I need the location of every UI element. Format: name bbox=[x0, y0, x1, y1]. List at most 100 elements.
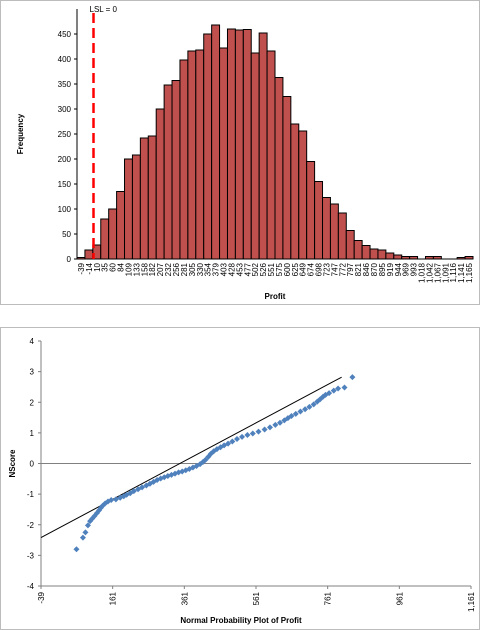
histogram-bar bbox=[322, 197, 331, 260]
scatter-point bbox=[284, 415, 291, 422]
scatter-point bbox=[310, 401, 317, 408]
histogram-bar bbox=[345, 230, 355, 260]
x-tick-label: 723 bbox=[322, 262, 331, 276]
x-tick-label: 256 bbox=[172, 262, 181, 276]
x-axis-title: Profit bbox=[265, 292, 286, 301]
y-tick-label: 2 bbox=[30, 398, 35, 407]
x-tick-label: 1,018 bbox=[418, 262, 427, 283]
x-tick-label: 428 bbox=[227, 262, 236, 276]
histogram-bar bbox=[195, 49, 205, 260]
scatter-point bbox=[127, 490, 134, 497]
y-tick-label: 0 bbox=[67, 255, 72, 264]
y-tick-label: 0 bbox=[30, 460, 35, 469]
scatter-point bbox=[82, 529, 89, 536]
scatter-point bbox=[93, 510, 100, 517]
x-tick-label: 1,165 bbox=[465, 262, 474, 283]
scatter-point bbox=[249, 430, 256, 437]
x-tick-label: 1,042 bbox=[425, 262, 434, 283]
x-tick-label: 797 bbox=[346, 262, 355, 276]
histogram-bar bbox=[187, 50, 197, 260]
lsl-label: LSL = 0 bbox=[90, 5, 118, 14]
scatter-point bbox=[302, 406, 309, 413]
x-tick-label: 526 bbox=[259, 262, 268, 276]
histogram-bar bbox=[306, 161, 316, 260]
scatter-point bbox=[272, 421, 279, 428]
y-axis-title: Frequency bbox=[16, 113, 25, 154]
x-tick-label: 961 bbox=[395, 591, 404, 605]
histogram-panel: 0 50 100 150 200 250 300 350 400 450 -39 -14 10 35 60… bbox=[0, 0, 480, 305]
scatter-point bbox=[292, 410, 299, 417]
x-tick-label: 207 bbox=[156, 262, 165, 276]
histogram-bar bbox=[84, 249, 94, 260]
histogram-bar bbox=[250, 52, 260, 260]
scatter-point bbox=[297, 408, 304, 415]
x-tick-label: -14 bbox=[85, 262, 94, 274]
scatter-point bbox=[182, 467, 189, 474]
scatter-point bbox=[197, 461, 204, 468]
histogram-bar bbox=[100, 218, 110, 260]
y-tick-label: -3 bbox=[27, 551, 35, 560]
y-tick-label: 300 bbox=[58, 105, 72, 114]
scatter-point bbox=[306, 403, 313, 410]
scatter-point bbox=[320, 393, 327, 400]
x-tick-label: 1,067 bbox=[433, 262, 442, 283]
x-tick-label: 1,091 bbox=[441, 262, 450, 283]
histogram-bar bbox=[211, 24, 221, 260]
x-tick-label: 551 bbox=[267, 262, 276, 276]
scatter-point bbox=[341, 384, 348, 391]
x-tick-label: 698 bbox=[315, 262, 324, 276]
x-tick-label: 761 bbox=[324, 591, 333, 605]
x-tick-label: 944 bbox=[394, 262, 403, 276]
histogram-bar bbox=[108, 208, 118, 260]
scatter-point bbox=[123, 491, 130, 498]
scatter-point bbox=[335, 385, 342, 392]
x-tick-label: 158 bbox=[140, 262, 149, 276]
x-tick-label: 453 bbox=[235, 262, 244, 276]
histogram-bar bbox=[219, 47, 228, 260]
histogram-bar bbox=[147, 135, 157, 260]
scatter-point bbox=[229, 438, 236, 445]
y-tick-label: 400 bbox=[58, 55, 72, 64]
histogram-bar bbox=[131, 154, 141, 260]
x-tick-label: 354 bbox=[204, 262, 213, 276]
x-tick-label: 895 bbox=[378, 262, 387, 276]
y-tick-label: -1 bbox=[27, 490, 35, 499]
x-tick-label: 600 bbox=[283, 262, 292, 276]
fit-line bbox=[40, 376, 342, 539]
normal-probability-panel: -4 -3 -2 -1 0 1 2 3 4 -39 161 361 561 761 961 1,161 NS… bbox=[0, 327, 480, 630]
histogram-bar bbox=[369, 248, 379, 260]
histogram-bar bbox=[377, 249, 387, 260]
x-tick-label: 821 bbox=[354, 262, 363, 276]
x-tick-label: 969 bbox=[402, 262, 411, 276]
x-tick-label: 403 bbox=[220, 262, 229, 276]
histogram-bar bbox=[226, 28, 236, 260]
histogram-bar bbox=[116, 191, 126, 260]
scatter-point bbox=[139, 484, 146, 491]
x-tick-label: 477 bbox=[243, 262, 252, 276]
x-tick-label: 919 bbox=[386, 262, 395, 276]
scatter-point bbox=[326, 390, 333, 397]
scatter-point bbox=[277, 419, 284, 426]
x-tick-label: 502 bbox=[251, 262, 260, 276]
histogram-bar bbox=[234, 29, 244, 260]
histogram-bar bbox=[361, 245, 371, 260]
histogram-bar bbox=[274, 77, 284, 260]
x-tick-label: 133 bbox=[132, 262, 141, 276]
histogram-bar bbox=[258, 32, 268, 260]
x-tick-label: 232 bbox=[164, 262, 173, 276]
y-tick-label: 4 bbox=[30, 337, 35, 346]
scatter-point bbox=[79, 534, 86, 541]
histogram-bar bbox=[203, 33, 213, 260]
y-tick-label: 50 bbox=[62, 230, 71, 239]
scatter-point bbox=[108, 496, 115, 503]
x-tick-label: 674 bbox=[307, 262, 316, 276]
x-tick-label: 10 bbox=[93, 262, 102, 271]
y-tick-label: 100 bbox=[58, 205, 72, 214]
histogram-bar bbox=[393, 254, 403, 260]
y-tick-label: 350 bbox=[58, 80, 72, 89]
histogram-bar bbox=[179, 59, 189, 260]
x-tick-label: 281 bbox=[180, 262, 189, 276]
histogram-bar bbox=[163, 84, 173, 260]
scatter-point bbox=[322, 391, 329, 398]
scatter-point bbox=[168, 471, 175, 478]
